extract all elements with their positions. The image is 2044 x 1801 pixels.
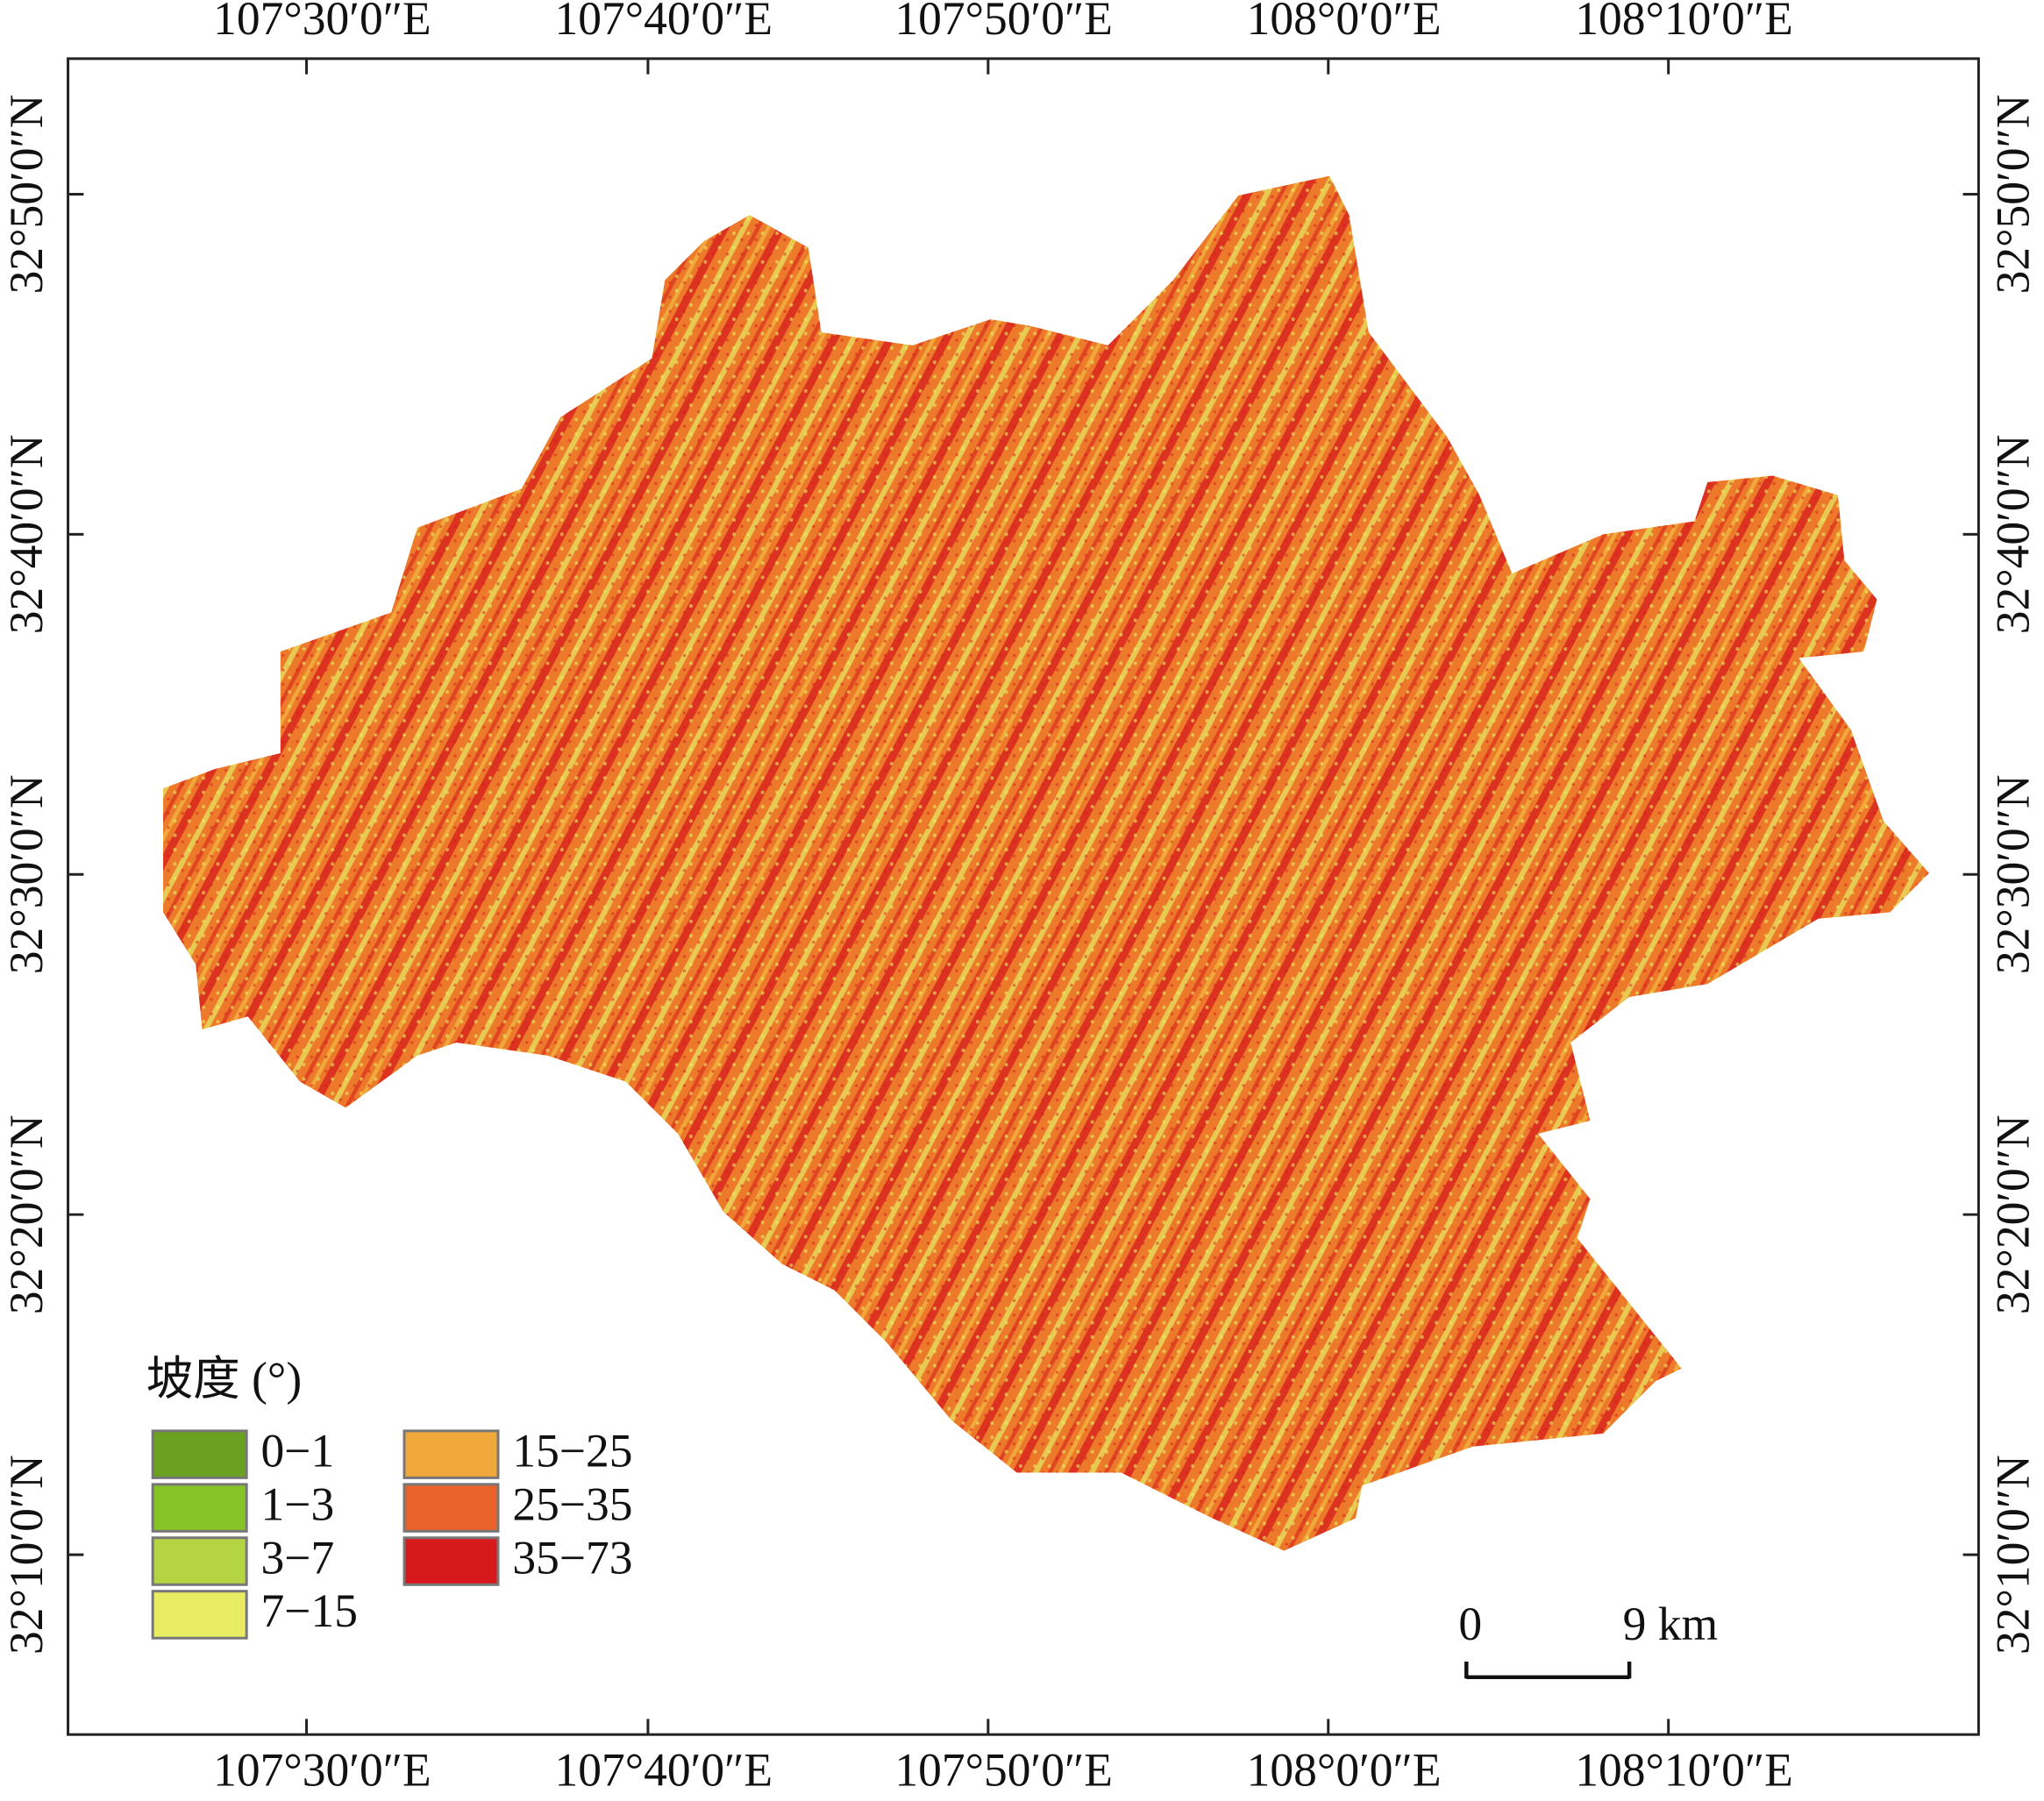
legend-swatch	[402, 1536, 500, 1586]
legend-swatch	[402, 1429, 500, 1479]
legend-label: 25−35	[512, 1477, 632, 1530]
scale-label: 0	[1458, 1598, 1482, 1650]
latitude-label: 32°50′0″N	[0, 95, 53, 295]
longitude-label: 108°10′0″E	[1575, 1744, 1793, 1797]
latitude-label: 32°50′0″N	[1986, 95, 2039, 295]
latitude-label: 32°40′0″N	[1986, 434, 2039, 634]
legend-label: 3−7	[261, 1531, 335, 1584]
latitude-label: 32°10′0″N	[1986, 1455, 2039, 1655]
longitude-label: 108°10′0″E	[1575, 0, 1793, 45]
longitude-label: 108°0′0″E	[1247, 0, 1442, 45]
legend-swatch	[402, 1483, 500, 1533]
latitude-label: 32°10′0″N	[0, 1455, 53, 1655]
latitude-label: 32°20′0″N	[1986, 1114, 2039, 1314]
legend-swatch	[151, 1536, 248, 1586]
latitude-label: 32°20′0″N	[0, 1114, 53, 1314]
longitude-label: 107°30′0″E	[213, 0, 431, 45]
slope-region	[163, 175, 1929, 1551]
longitude-label: 107°50′0″E	[894, 0, 1113, 45]
longitude-label: 107°50′0″E	[894, 1744, 1113, 1797]
longitude-label: 107°40′0″E	[554, 0, 773, 45]
legend-title: 坡度 (°)	[146, 1353, 302, 1406]
longitude-label: 108°0′0″E	[1247, 1744, 1442, 1797]
legend-label: 1−3	[261, 1477, 335, 1530]
legend-label: 35−73	[512, 1531, 632, 1584]
scale-label: 9 km	[1623, 1598, 1719, 1650]
legend-label: 7−15	[261, 1584, 358, 1637]
map-frame	[67, 57, 1980, 1736]
latitude-label: 32°30′0″N	[0, 774, 53, 974]
longitude-label: 107°40′0″E	[554, 1744, 773, 1797]
legend-label: 15−25	[512, 1424, 632, 1477]
legend-swatch	[151, 1429, 248, 1479]
legend-label: 0−1	[261, 1424, 335, 1477]
latitude-label: 32°40′0″N	[0, 434, 53, 634]
legend-swatch	[151, 1483, 248, 1533]
longitude-label: 107°30′0″E	[213, 1744, 431, 1797]
latitude-label: 32°30′0″N	[1986, 774, 2039, 974]
legend-swatch	[151, 1590, 248, 1640]
